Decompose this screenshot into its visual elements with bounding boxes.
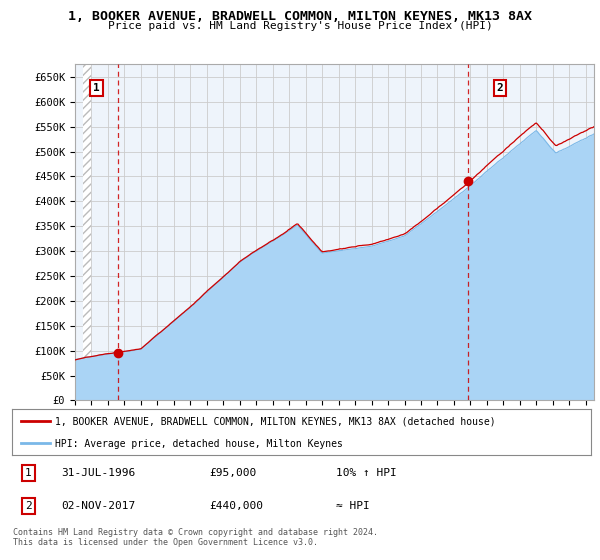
Text: £95,000: £95,000 <box>209 468 256 478</box>
Text: 1: 1 <box>93 83 100 93</box>
Text: 2: 2 <box>497 83 503 93</box>
Text: Price paid vs. HM Land Registry's House Price Index (HPI): Price paid vs. HM Land Registry's House … <box>107 21 493 31</box>
Text: ≈ HPI: ≈ HPI <box>336 501 370 511</box>
Text: Contains HM Land Registry data © Crown copyright and database right 2024.
This d: Contains HM Land Registry data © Crown c… <box>13 528 378 547</box>
Polygon shape <box>83 64 91 400</box>
Text: £440,000: £440,000 <box>209 501 263 511</box>
Text: 31-JUL-1996: 31-JUL-1996 <box>61 468 136 478</box>
Text: 1: 1 <box>25 468 31 478</box>
Text: 1, BOOKER AVENUE, BRADWELL COMMON, MILTON KEYNES, MK13 8AX (detached house): 1, BOOKER AVENUE, BRADWELL COMMON, MILTO… <box>55 417 496 427</box>
Text: 02-NOV-2017: 02-NOV-2017 <box>61 501 136 511</box>
Text: HPI: Average price, detached house, Milton Keynes: HPI: Average price, detached house, Milt… <box>55 438 343 449</box>
Text: 1, BOOKER AVENUE, BRADWELL COMMON, MILTON KEYNES, MK13 8AX: 1, BOOKER AVENUE, BRADWELL COMMON, MILTO… <box>68 10 532 23</box>
Text: 10% ↑ HPI: 10% ↑ HPI <box>336 468 397 478</box>
Text: 2: 2 <box>25 501 31 511</box>
